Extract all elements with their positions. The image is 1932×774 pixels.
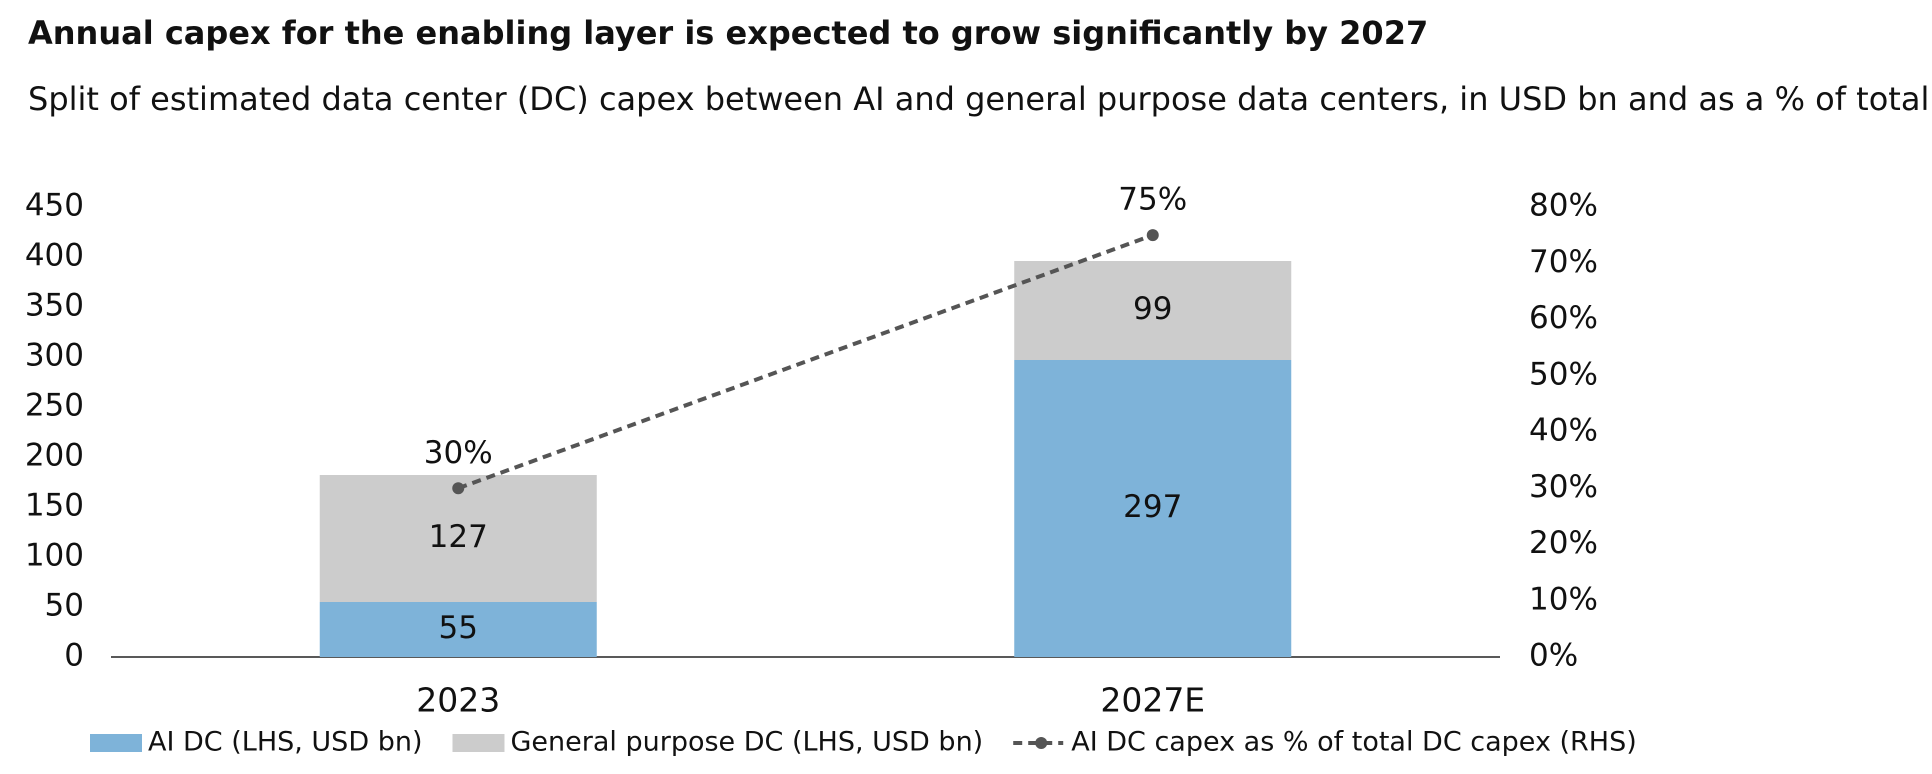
y-tick-label: 450	[25, 188, 84, 224]
legend-swatch	[90, 734, 142, 752]
data-label: 127	[429, 519, 488, 555]
data-label: 297	[1123, 489, 1182, 525]
y-tick-label: 250	[25, 388, 84, 424]
y2-tick-label: 30%	[1529, 469, 1598, 505]
bar-segment	[1014, 261, 1292, 360]
y2-tick-label: 40%	[1529, 413, 1598, 449]
data-label: 99	[1133, 291, 1172, 327]
y2-tick-label: 80%	[1529, 188, 1598, 224]
y-tick-label: 0	[64, 638, 84, 674]
y-tick-label: 400	[25, 238, 84, 274]
y2-tick-label: 0%	[1529, 638, 1578, 674]
y2-tick-label: 10%	[1529, 581, 1598, 617]
y2-tick-label: 70%	[1529, 244, 1598, 280]
y2-tick-label: 60%	[1529, 300, 1598, 336]
y-tick-label: 300	[25, 338, 84, 374]
y-tick-label: 50	[45, 588, 84, 624]
y-tick-label: 100	[25, 538, 84, 574]
line-series	[457, 233, 1154, 491]
y-tick-label: 350	[25, 288, 84, 324]
chart-subtitle: Split of estimated data center (DC) cape…	[28, 80, 1929, 118]
line-label: 30%	[424, 435, 493, 471]
legend-label: AI DC (LHS, USD bn)	[148, 727, 422, 758]
line-marker	[452, 482, 465, 495]
bar-segment	[319, 475, 597, 602]
y-tick-label: 150	[25, 488, 84, 524]
legend-swatch	[1035, 737, 1048, 749]
line-marker	[1146, 229, 1159, 242]
x-tick-label: 2023	[416, 681, 500, 720]
legend-label: General purpose DC (LHS, USD bn)	[510, 727, 983, 758]
y-tick-label: 200	[25, 438, 84, 474]
chart-title: Annual capex for the enabling layer is e…	[28, 14, 1428, 52]
x-tick-label: 2027E	[1100, 681, 1205, 720]
legend-swatch	[452, 734, 505, 752]
legend-label: AI DC capex as % of total DC capex (RHS)	[1071, 727, 1637, 758]
y2-tick-label: 20%	[1529, 525, 1598, 561]
line-label: 75%	[1118, 182, 1187, 218]
data-label: 55	[439, 610, 478, 646]
y2-tick-label: 50%	[1529, 356, 1598, 392]
bar-segment	[1014, 360, 1292, 657]
bar-segment	[319, 602, 597, 657]
